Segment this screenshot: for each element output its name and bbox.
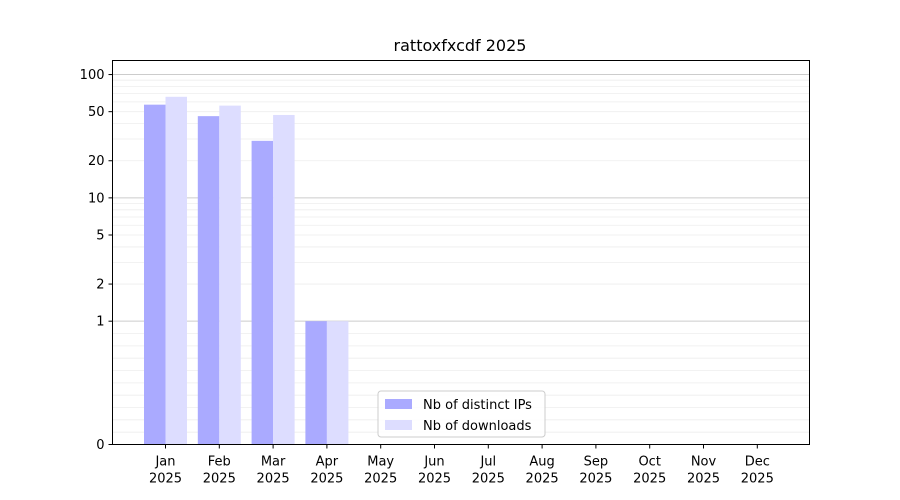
x-tick-label-month: Mar: [261, 455, 286, 470]
bar-downloads: [273, 114, 295, 445]
x-tick-label-month: Jan: [154, 455, 175, 470]
legend-box: [377, 390, 546, 438]
bar-downloads: [326, 321, 349, 445]
legend-swatch: [385, 420, 412, 430]
x-axis: Jan 2025 Feb 2025 Mar 2025 Apr 2025 May 2025 Jun 20…: [149, 444, 774, 487]
x-tick-label-year: 2025: [203, 472, 236, 487]
x-tick-label-month: Oct: [638, 455, 660, 470]
x-tick-label-year: 2025: [579, 472, 612, 487]
legend-label: Nb of downloads: [423, 419, 532, 434]
x-tick-label-month: Apr: [316, 455, 339, 470]
x-tick-label-year: 2025: [526, 472, 559, 487]
x-tick-label-year: 2025: [257, 472, 290, 487]
x-tick-label-year: 2025: [741, 472, 774, 487]
y-tick-label: 1: [96, 315, 104, 330]
y-tick-label: 2: [96, 278, 104, 293]
y-tick-label: 100: [80, 68, 105, 83]
x-tick-label-month: Nov: [691, 455, 717, 470]
bars: [144, 96, 349, 445]
x-tick-label-month: Aug: [529, 455, 554, 470]
x-tick-label-year: 2025: [687, 472, 720, 487]
x-tick-label-month: Jul: [479, 455, 496, 470]
bar-distinct-ips: [197, 116, 220, 445]
x-tick-label-month: Jun: [423, 455, 444, 470]
plot-frame: [112, 60, 810, 445]
y-tick-label: 0: [96, 438, 104, 453]
y-tick-label: 50: [88, 105, 105, 120]
x-tick-label-year: 2025: [364, 472, 397, 487]
bar-distinct-ips: [305, 321, 327, 445]
legend-label: Nb of distinct IPs: [423, 398, 532, 413]
x-tick-label-year: 2025: [149, 472, 182, 487]
y-tick-label: 10: [88, 191, 105, 206]
x-tick-label-year: 2025: [472, 472, 505, 487]
x-tick-label-month: May: [367, 455, 394, 470]
y-axis: 0 1 2 5 10 20 50 100: [80, 68, 113, 453]
bar-distinct-ips: [251, 140, 274, 445]
chart-title: rattoxfxcdf 2025: [394, 36, 527, 55]
x-tick-label-month: Feb: [208, 455, 231, 470]
x-tick-label-year: 2025: [633, 472, 666, 487]
x-tick-label-month: Sep: [584, 455, 609, 470]
y-tick-label: 20: [88, 154, 105, 169]
x-tick-label-year: 2025: [310, 472, 343, 487]
legend-swatch: [385, 399, 412, 409]
x-tick-label-month: Dec: [745, 455, 770, 470]
bar-downloads: [165, 96, 187, 445]
legend: Nb of distinct IPs Nb of downloads: [377, 390, 546, 438]
bar-distinct-ips: [144, 104, 166, 445]
bar-downloads: [219, 105, 241, 445]
x-tick-label-year: 2025: [418, 472, 451, 487]
y-tick-label: 5: [96, 228, 104, 243]
